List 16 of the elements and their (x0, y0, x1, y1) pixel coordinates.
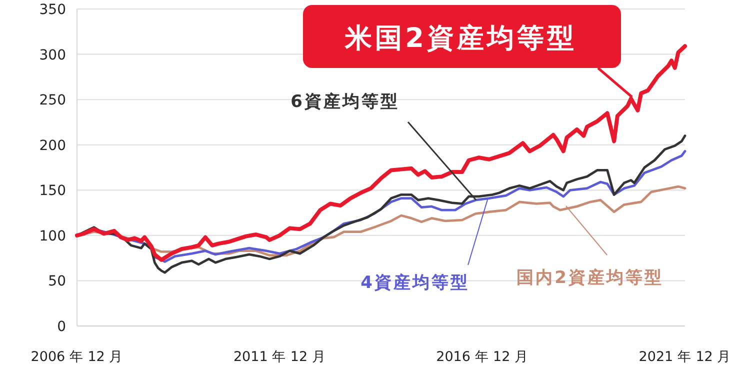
y-tick-label: 350 (39, 2, 66, 18)
y-tick-label: 50 (48, 274, 66, 290)
y-tick-label: 250 (39, 92, 66, 109)
x-tick-label: 2021 年 12 月 (638, 349, 732, 365)
x-tick-label: 2006 年 12 月 (30, 349, 124, 365)
y-tick-label: 200 (39, 138, 66, 154)
text: 米国2資産均等型 (344, 23, 577, 54)
text: 国内2資産均等型 (516, 268, 664, 288)
text: 4資産均等型 (360, 273, 470, 293)
x-tick-label: 2011 年 12 月 (233, 349, 326, 365)
y-tick-label: 0 (57, 319, 66, 335)
y-tick-label: 300 (39, 47, 66, 64)
y-tick-label: 100 (39, 228, 66, 244)
y-tick-label: 150 (39, 183, 66, 200)
text: 6資産均等型 (290, 92, 400, 112)
x-tick-label: 2016 年 12 月 (436, 349, 529, 365)
